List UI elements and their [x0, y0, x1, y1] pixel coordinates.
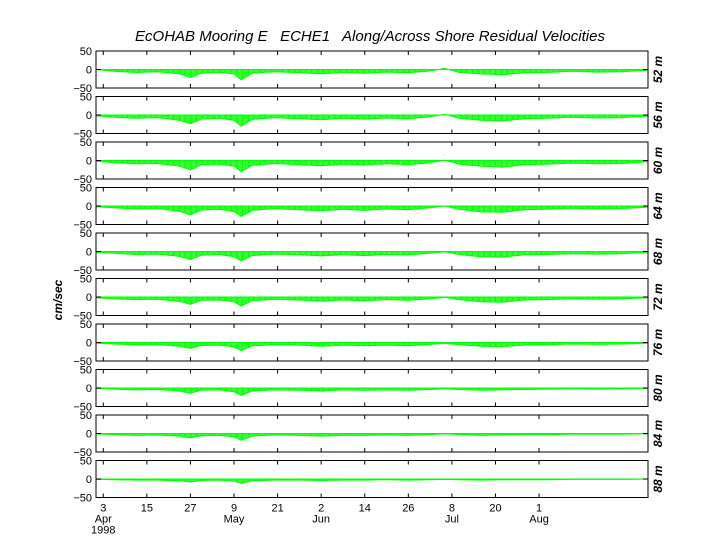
depth-label: 56 m: [651, 101, 665, 129]
velocity-series: [96, 68, 649, 80]
depth-label: 52 m: [651, 55, 665, 83]
y-tick-label: −50: [73, 129, 92, 141]
x-tick-label: 2: [318, 503, 324, 515]
y-tick-label: −50: [73, 265, 92, 277]
panel-56m: 50 0 −50 56 m: [73, 92, 665, 141]
x-tick-label: 8: [449, 503, 455, 515]
velocity-envelope: [95, 159, 649, 173]
panel-68m: 50 0 −50 68 m: [73, 228, 665, 277]
panel-60m: 50 0 −50 60 m: [73, 137, 665, 186]
depth-label: 68 m: [651, 237, 665, 265]
x-tick-label: 14: [359, 503, 371, 515]
x-month-label: Aug: [529, 514, 549, 526]
panel-80m: 50 0 −50 80 m: [73, 365, 665, 414]
depth-label: 80 m: [651, 374, 665, 402]
x-tick-label: 26: [402, 503, 414, 515]
x-month-label: Apr: [95, 514, 112, 526]
y-tick-label: −50: [73, 493, 92, 505]
y-tick-label: 50: [80, 46, 92, 58]
y-tick-label: −50: [73, 83, 92, 95]
panel-64m: 50 0 −50 64 m: [73, 183, 665, 232]
y-tick-label: −50: [73, 220, 92, 232]
y-tick-label: 0: [86, 110, 92, 122]
y-tick-label: 0: [86, 201, 92, 213]
panels: 50 0 −50 52 m 50 0 −50 56 m 50 0 −50 60 m 50 0 −50 64 m…: [73, 46, 665, 505]
panel-84m: 50 0 −50 84 m: [73, 410, 665, 459]
y-tick-label: 50: [80, 410, 92, 422]
x-year-label: 1998: [91, 525, 115, 537]
x-axis: 3 15 27 9 21 2 14 26 8 20 1 Apr May Jun Jul Aug 1998: [91, 503, 549, 537]
velocity-envelope: [95, 251, 649, 262]
y-tick-label: −50: [73, 356, 92, 368]
velocity-envelope: [95, 478, 649, 484]
x-tick-label: 21: [271, 503, 283, 515]
y-tick-label: −50: [73, 174, 92, 186]
y-tick-label: 0: [86, 383, 92, 395]
x-tick-label: 27: [184, 503, 196, 515]
depth-label: 88 m: [651, 465, 665, 493]
y-axis-label: cm/sec: [51, 279, 65, 320]
x-month-label: May: [224, 514, 245, 526]
y-tick-label: −50: [73, 447, 92, 459]
velocity-envelope: [95, 113, 649, 127]
panel-76m: 50 0 −50 76 m: [73, 319, 665, 368]
x-tick-label: 1: [536, 503, 542, 515]
y-tick-label: 50: [80, 456, 92, 468]
y-tick-label: 50: [80, 274, 92, 286]
y-tick-label: 0: [86, 474, 92, 486]
depth-label: 76 m: [651, 328, 665, 356]
x-tick-label: 9: [231, 503, 237, 515]
panel-72m: 50 0 −50 72 m: [73, 274, 665, 323]
y-tick-label: 0: [86, 429, 92, 441]
velocity-envelope: [95, 67, 649, 81]
y-tick-label: 0: [86, 292, 92, 304]
x-tick-label: 20: [489, 503, 501, 515]
y-tick-label: 50: [80, 319, 92, 331]
depth-label: 84 m: [651, 419, 665, 447]
y-tick-label: 0: [86, 65, 92, 77]
velocity-envelope: [95, 387, 649, 396]
y-tick-label: −50: [73, 311, 92, 323]
velocity-envelope: [95, 296, 649, 307]
y-tick-label: 50: [80, 137, 92, 149]
y-tick-label: 50: [80, 92, 92, 104]
y-tick-label: 0: [86, 338, 92, 350]
y-tick-label: 50: [80, 365, 92, 377]
depth-label: 72 m: [651, 283, 665, 311]
panel-88m: 50 0 −50 88 m: [73, 456, 665, 505]
y-tick-label: 50: [80, 183, 92, 195]
x-month-label: Jun: [312, 514, 330, 526]
velocity-envelope: [95, 433, 649, 441]
y-tick-label: 50: [80, 228, 92, 240]
velocity-envelope: [95, 205, 649, 217]
velocity-envelope: [95, 342, 649, 352]
y-tick-label: −50: [73, 402, 92, 414]
y-tick-label: 0: [86, 247, 92, 259]
x-tick-label: 15: [141, 503, 153, 515]
depth-label: 60 m: [651, 146, 665, 174]
y-tick-label: 0: [86, 156, 92, 168]
depth-label: 64 m: [651, 192, 665, 220]
x-month-label: Jul: [445, 514, 459, 526]
x-tick-label: 3: [100, 503, 106, 515]
panel-52m: 50 0 −50 52 m: [73, 46, 665, 95]
chart-title: EcOHAB Mooring E ECHE1 Along/Across Shor…: [135, 28, 605, 45]
